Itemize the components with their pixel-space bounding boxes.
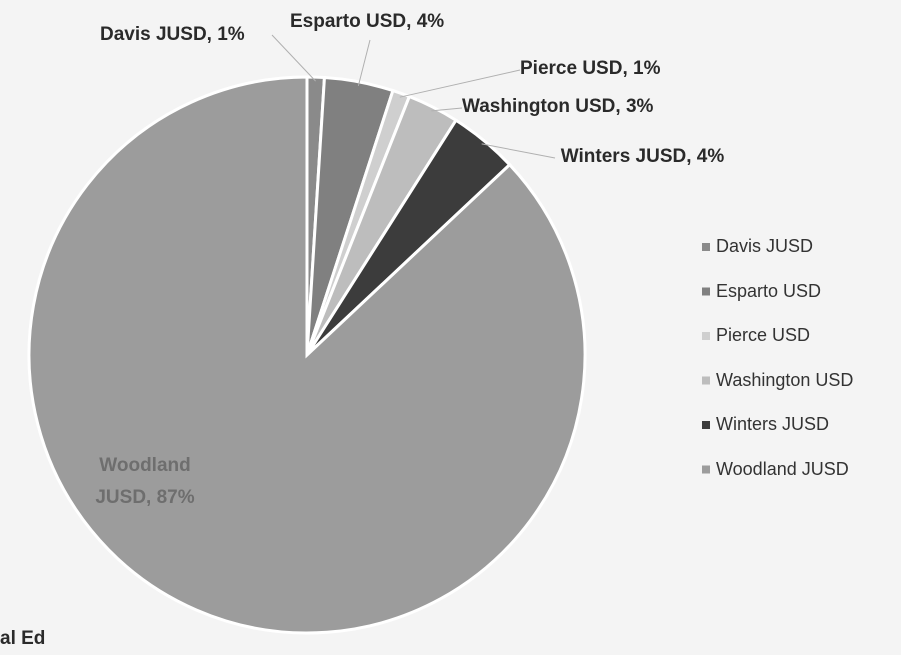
leader-line [271, 34, 316, 82]
legend-entry: Winters JUSD [716, 414, 830, 434]
leader-line [431, 107, 463, 112]
data-label: Woodland JUSD, 87% [95, 455, 195, 508]
legend-swatch [702, 243, 710, 251]
leader-line [357, 39, 371, 86]
annotation: al Ed [0, 628, 46, 649]
data-label: Winters JUSD, 4% [560, 146, 725, 167]
legend-entry: Pierce USD [716, 325, 811, 345]
legend-swatch [702, 421, 710, 429]
leader-line [399, 69, 521, 98]
legend-swatch [702, 465, 710, 474]
legend-swatch [702, 376, 710, 385]
legend-entry: Esparto USD [716, 280, 822, 301]
data-label: Esparto USD, 4% [290, 11, 445, 32]
legend-entry: Davis JUSD [716, 236, 814, 256]
legend-entry: Woodland JUSD [716, 458, 849, 479]
legend-swatch [702, 287, 710, 296]
legend-entry: Washington USD [716, 369, 854, 390]
data-label: Washington USD, 3% [462, 96, 654, 117]
pie-slice [27, 75, 587, 635]
legend-swatch [702, 332, 710, 340]
leader-line [481, 143, 556, 159]
data-label: Pierce USD, 1% [520, 58, 661, 79]
data-label: Davis JUSD, 1% [100, 24, 245, 45]
